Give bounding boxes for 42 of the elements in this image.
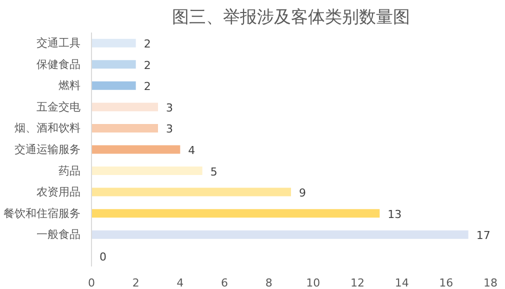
data-label: 4 (188, 144, 196, 157)
chart-title: 图三、举报涉及客体类别数量图 (172, 8, 410, 28)
x-tick-label: 6 (221, 276, 228, 289)
data-label: 2 (144, 38, 151, 51)
bar (92, 209, 380, 218)
x-tick-label: 12 (350, 276, 364, 289)
y-tick-label: 交通运输服务 (14, 143, 80, 156)
x-tick-label: 0 (88, 276, 95, 289)
bar (92, 230, 468, 239)
bar (92, 38, 136, 48)
y-tick-label: 烟、酒和饮料 (14, 122, 80, 135)
data-label: 5 (210, 165, 218, 178)
x-tick-label: 18 (484, 276, 498, 289)
bar (92, 188, 291, 196)
data-label: 3 (166, 101, 173, 114)
y-tick-label: 交通工具 (36, 36, 80, 50)
data-label: 13 (388, 208, 402, 221)
x-tick-label: 16 (439, 276, 454, 289)
data-label: 17 (476, 229, 490, 242)
data-label: 2 (144, 58, 151, 72)
bar (92, 124, 158, 132)
y-tick-label: 五金交电 (36, 100, 80, 114)
data-label: 2 (144, 80, 151, 94)
y-tick-label: 餐饮和住宿服务 (4, 206, 80, 220)
bar (92, 60, 136, 69)
data-label: 3 (166, 122, 173, 136)
data-label: 9 (299, 186, 306, 200)
y-tick-label: 一般食品 (36, 228, 80, 242)
x-tick-label: 2 (132, 276, 140, 289)
y-tick-label: 药品 (58, 164, 80, 178)
bar (92, 81, 136, 90)
x-tick-label: 14 (394, 276, 409, 289)
x-tick-label: 4 (176, 276, 184, 289)
bar (92, 145, 180, 154)
y-tick-label: 农资用品 (36, 186, 80, 199)
x-tick-label: 8 (265, 276, 272, 289)
x-tick-label: 10 (306, 276, 320, 289)
data-label: 0 (100, 250, 106, 264)
bar (92, 166, 202, 176)
y-tick-label: 保健食品 (36, 58, 80, 71)
bar (92, 102, 158, 112)
y-tick-label: 燃料 (58, 79, 80, 92)
